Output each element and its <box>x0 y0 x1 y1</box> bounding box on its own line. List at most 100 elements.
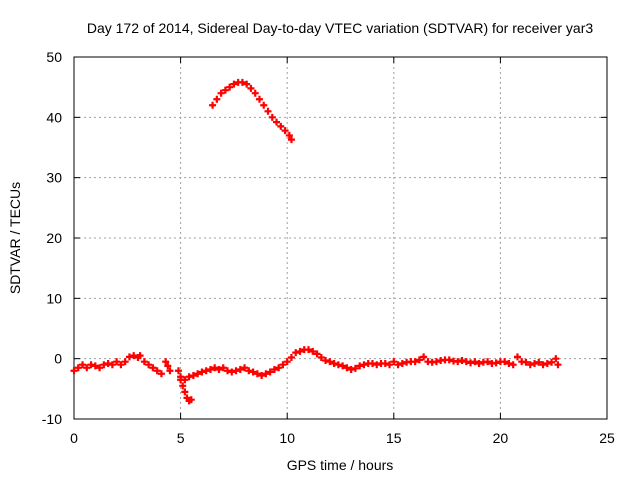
data-point <box>253 370 261 378</box>
data-point <box>260 101 268 109</box>
data-point <box>313 350 321 358</box>
data-point <box>209 101 217 109</box>
data-point <box>238 78 246 86</box>
data-point <box>249 368 257 376</box>
data-point <box>224 367 232 375</box>
data-point <box>509 361 517 369</box>
data-point <box>262 370 270 378</box>
data-point <box>125 353 133 361</box>
data-point <box>283 358 291 366</box>
data-point <box>381 359 389 367</box>
y-tick-label: 40 <box>46 109 62 125</box>
data-point <box>390 358 398 366</box>
data-point <box>552 355 560 363</box>
data-point <box>543 359 551 367</box>
series-sdtvar <box>70 78 562 405</box>
data-point <box>117 361 125 369</box>
data-point <box>467 359 475 367</box>
data-point <box>96 364 104 372</box>
chart-title: Day 172 of 2014, Sidereal Day-to-day VTE… <box>87 20 593 36</box>
data-point <box>213 95 221 103</box>
data-point <box>322 356 330 364</box>
data-point <box>264 107 272 115</box>
y-tick-label: 0 <box>54 351 62 367</box>
data-point <box>181 388 189 396</box>
x-tick-label: 5 <box>177 430 185 446</box>
data-point <box>87 361 95 369</box>
data-point <box>548 358 556 366</box>
x-tick-label: 25 <box>599 430 615 446</box>
y-tick-label: 50 <box>46 49 62 65</box>
data-point <box>228 368 236 376</box>
x-tick-label: 10 <box>279 430 295 446</box>
data-point <box>258 372 266 380</box>
data-point <box>215 366 223 374</box>
x-tick-label: 0 <box>70 430 78 446</box>
data-point <box>181 376 189 384</box>
data-point <box>273 118 281 126</box>
data-point <box>356 362 364 370</box>
data-point <box>326 358 334 366</box>
data-point <box>194 370 202 378</box>
data-point <box>285 131 293 139</box>
data-point <box>317 353 325 361</box>
data-point <box>347 366 355 374</box>
grid-lines <box>74 57 607 419</box>
data-point <box>501 358 509 366</box>
y-axis-label: SDTVAR / TECUs <box>7 182 23 294</box>
data-point <box>189 372 197 380</box>
data-point <box>91 362 99 370</box>
data-point <box>83 364 91 372</box>
data-point <box>492 359 500 367</box>
data-point <box>74 364 82 372</box>
data-point <box>471 358 479 366</box>
data-point <box>445 356 453 364</box>
data-point <box>162 358 170 366</box>
data-point <box>292 349 300 357</box>
data-point <box>255 95 263 103</box>
data-point <box>268 113 276 121</box>
data-point <box>149 364 157 372</box>
data-point <box>179 382 187 390</box>
data-point <box>236 366 244 374</box>
x-tick-label: 15 <box>386 430 402 446</box>
data-point <box>247 84 255 92</box>
data-point <box>221 86 229 94</box>
data-point <box>432 358 440 366</box>
data-point <box>386 361 394 369</box>
data-point <box>394 361 402 369</box>
data-point <box>368 359 376 367</box>
data-point <box>140 358 148 366</box>
data-point <box>351 364 359 372</box>
data-point <box>535 358 543 366</box>
data-point <box>145 361 153 369</box>
data-point <box>136 352 144 360</box>
data-point <box>522 358 530 366</box>
data-point <box>226 83 234 91</box>
y-tick-label: 10 <box>46 290 62 306</box>
data-point <box>79 361 87 369</box>
data-point <box>281 127 289 135</box>
data-point <box>305 346 313 354</box>
y-tick-label: 20 <box>46 230 62 246</box>
data-point <box>279 361 287 369</box>
data-point <box>219 364 227 372</box>
x-tick-label: 20 <box>493 430 509 446</box>
data-point <box>513 353 521 361</box>
data-point <box>153 367 161 375</box>
data-point <box>373 361 381 369</box>
data-point <box>174 367 182 375</box>
data-point <box>217 89 225 97</box>
data-point <box>505 359 513 367</box>
data-point <box>309 347 317 355</box>
data-point <box>475 359 483 367</box>
data-point <box>185 373 193 381</box>
data-point <box>287 353 295 361</box>
data-point <box>230 80 238 88</box>
tick-labels: 0 5 10 15 20 25 -10 0 10 20 30 40 50 <box>42 49 615 446</box>
data-point <box>113 358 121 366</box>
data-point <box>157 370 165 378</box>
data-point <box>287 136 295 144</box>
data-point <box>539 361 547 369</box>
